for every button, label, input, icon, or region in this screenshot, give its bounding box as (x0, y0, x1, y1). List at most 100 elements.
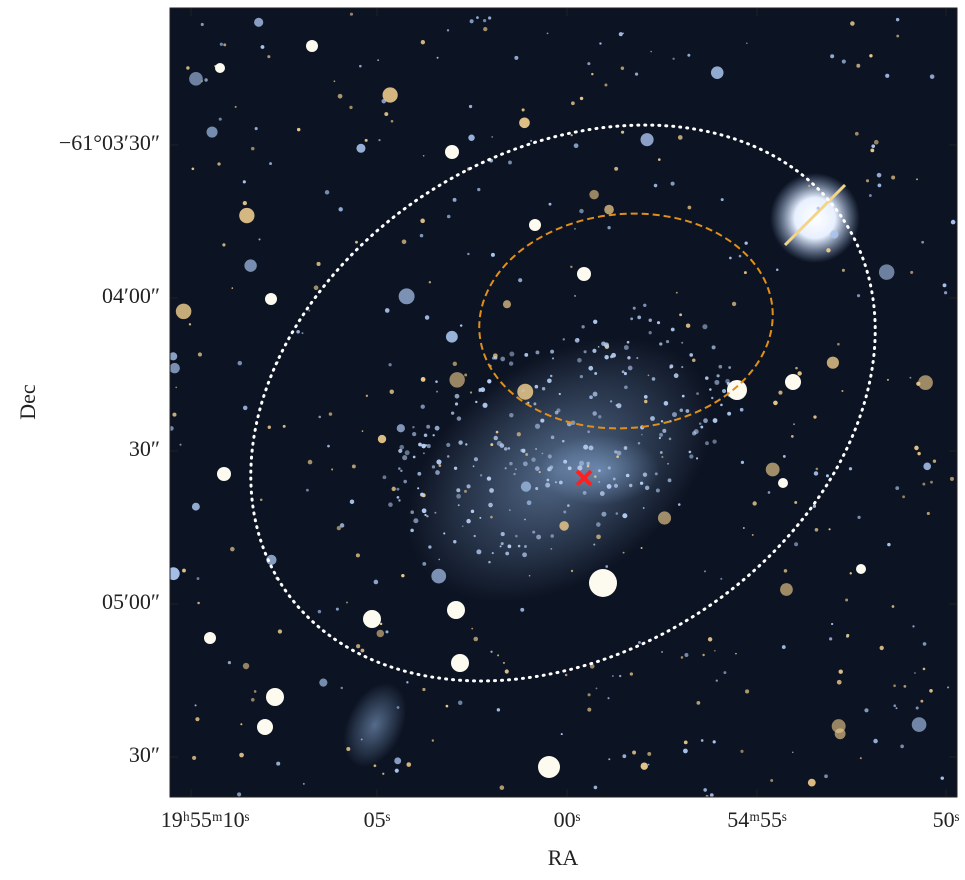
star (394, 757, 402, 765)
cluster-star (499, 443, 505, 448)
cluster-star (425, 444, 428, 447)
cluster-star (567, 466, 572, 471)
cluster-star (488, 502, 493, 508)
cluster-star (545, 482, 551, 488)
outer-ellipse (249, 123, 877, 683)
cluster-star (627, 356, 631, 360)
cluster-star (540, 418, 545, 423)
star (589, 395, 593, 400)
cluster-star (586, 461, 590, 466)
cluster-star (550, 548, 553, 550)
cluster-star (659, 432, 664, 437)
star (687, 53, 691, 57)
star (240, 723, 243, 726)
star (204, 78, 208, 82)
star (604, 83, 608, 87)
star (570, 265, 573, 269)
cluster-star (681, 341, 684, 344)
star (436, 390, 439, 393)
star (260, 45, 265, 49)
star (186, 66, 190, 70)
star (944, 291, 948, 295)
cluster-star (650, 416, 655, 421)
star (616, 455, 619, 459)
star (218, 117, 222, 121)
star (909, 376, 912, 379)
star (573, 294, 577, 297)
star (490, 252, 495, 257)
cluster-star (581, 325, 585, 329)
star (189, 71, 203, 86)
star (301, 332, 304, 335)
y-tick-label: 30″ (129, 742, 160, 767)
background-galaxy (343, 682, 407, 768)
star (831, 719, 846, 734)
star (438, 558, 441, 561)
star (949, 476, 955, 481)
star (714, 649, 716, 652)
star (911, 717, 927, 732)
x-axis-label: RA (548, 845, 579, 870)
cluster-star (476, 549, 482, 555)
star (490, 650, 493, 653)
cluster-star (583, 350, 587, 354)
star (607, 226, 611, 230)
star (620, 130, 625, 134)
cluster-star (486, 476, 492, 481)
star (452, 361, 458, 367)
star (250, 146, 255, 151)
star (182, 568, 186, 573)
cluster-star (522, 552, 527, 558)
star (830, 230, 839, 239)
star (355, 553, 360, 558)
star (422, 154, 425, 157)
cluster-star (623, 372, 627, 376)
star (502, 661, 506, 664)
cluster-star (532, 530, 536, 534)
bright-star (265, 293, 277, 305)
star (622, 551, 625, 554)
cluster-star (550, 349, 555, 354)
star (922, 482, 926, 486)
star (887, 542, 891, 547)
cluster-star (479, 474, 483, 477)
star (242, 200, 247, 206)
cluster-star (588, 445, 594, 451)
star (324, 190, 330, 195)
star (349, 105, 353, 110)
star (932, 459, 937, 463)
star (579, 96, 584, 101)
star (942, 283, 947, 288)
star (419, 233, 424, 238)
star (359, 64, 362, 68)
cluster-star (534, 423, 541, 429)
star (595, 687, 598, 690)
star (830, 54, 835, 59)
star (519, 117, 530, 129)
star (869, 54, 873, 58)
cluster-star (473, 457, 478, 462)
star (276, 761, 281, 766)
cluster-star (507, 447, 511, 450)
cluster-star (607, 466, 611, 470)
cluster-star (712, 418, 718, 423)
star (915, 706, 919, 710)
star (497, 654, 500, 657)
cluster-star (466, 518, 471, 524)
cluster-star (702, 324, 708, 330)
star (740, 749, 744, 753)
cluster-star (606, 483, 612, 489)
cluster-star (577, 465, 583, 471)
cluster-star (508, 509, 511, 512)
cluster-star (709, 388, 712, 391)
cluster-star (593, 319, 598, 324)
star (711, 396, 714, 400)
star (865, 179, 870, 183)
star (431, 739, 435, 742)
star (767, 491, 771, 494)
cluster-star (656, 321, 661, 325)
star (929, 688, 933, 693)
cluster-star (637, 441, 641, 445)
cluster-star (668, 437, 672, 441)
cluster-star (673, 373, 679, 379)
